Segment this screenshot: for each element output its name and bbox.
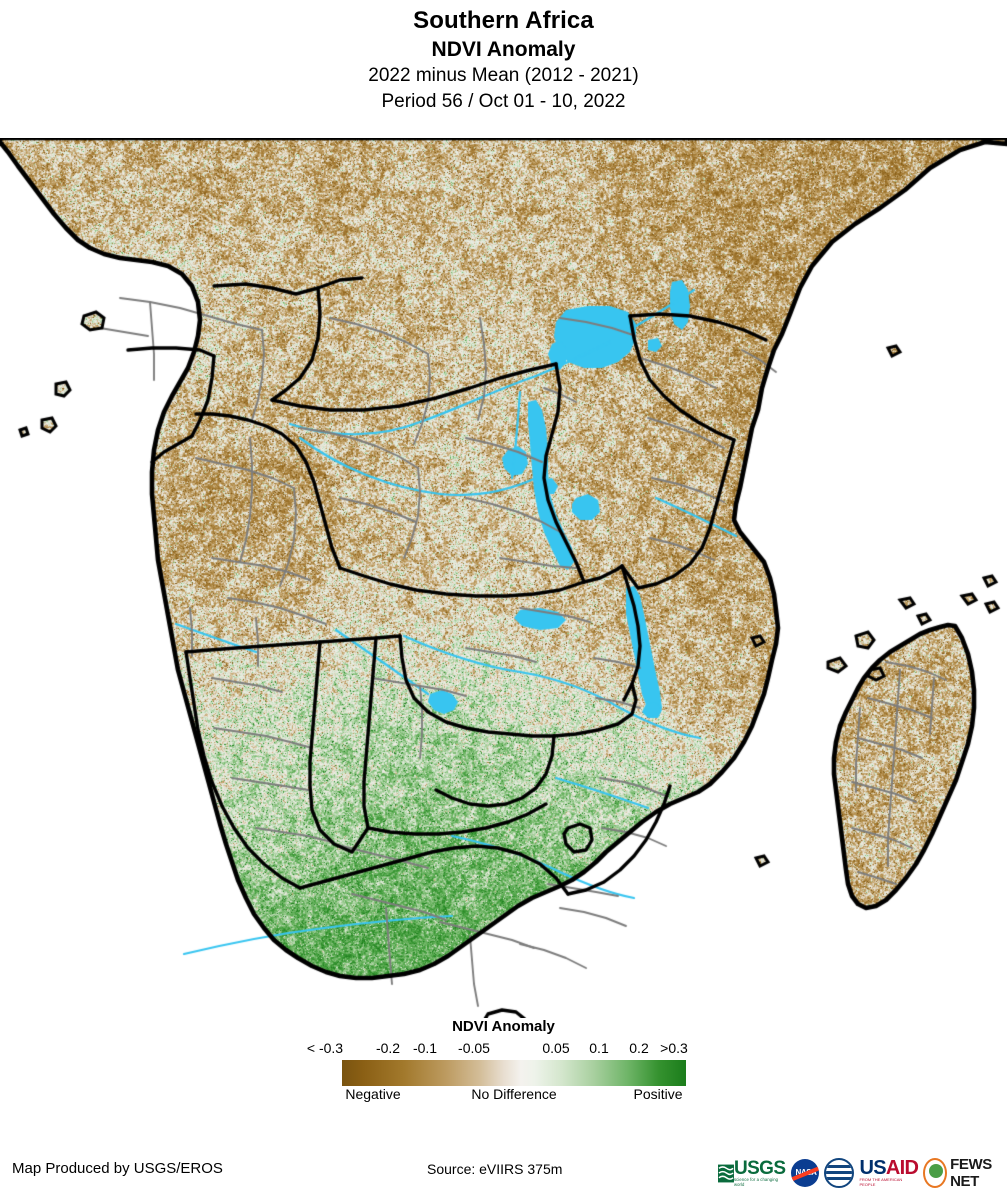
noaa-seal-icon <box>824 1158 855 1188</box>
dekad-period-label: Period 56 / Oct 01 - 10, 2022 <box>381 91 626 112</box>
data-source-credit: Source: eVIIRS 375m <box>427 1161 563 1177</box>
legend-tick-labels: < -0.3 -0.2 -0.1 -0.05 0.05 0.1 0.2 >0.3 <box>0 1040 1007 1058</box>
legend-title: NDVI Anomaly <box>452 1018 555 1035</box>
ndvi-anomaly-map[interactable] <box>0 138 1007 1018</box>
ndvi-anomaly-raster <box>0 138 1007 1018</box>
legend-tick-4: 0.05 <box>542 1040 570 1056</box>
usaid-logo[interactable]: USAID FROM THE AMERICAN PEOPLE <box>859 1158 918 1188</box>
fews-net-logo[interactable]: FEWS NET <box>923 1156 1007 1190</box>
legend-category-2: Positive <box>633 1086 683 1102</box>
nasa-logo[interactable]: NASA <box>791 1158 820 1188</box>
legend-tick-0: < -0.3 <box>306 1040 344 1056</box>
usaid-logo-tagline: FROM THE AMERICAN PEOPLE <box>859 1177 903 1187</box>
comparison-period-label: 2022 minus Mean (2012 - 2021) <box>368 65 639 86</box>
noaa-logo[interactable] <box>824 1158 855 1188</box>
legend-color-ramp <box>342 1060 686 1086</box>
legend-tick-1: -0.2 <box>375 1040 401 1056</box>
page-subtitle: NDVI Anomaly <box>431 38 576 61</box>
page-title: Southern Africa <box>413 7 594 34</box>
legend-tick-5: 0.1 <box>589 1040 609 1056</box>
nasa-meatball-icon: NASA <box>791 1159 820 1187</box>
map-legend: NDVI Anomaly < -0.3 -0.2 -0.1 -0.05 0.05 0.1 0… <box>0 1014 1007 1124</box>
legend-tick-3: -0.05 <box>458 1040 490 1056</box>
usgs-wave-icon <box>718 1164 734 1182</box>
map-title-block: Southern Africa NDVI Anomaly 2022 minus … <box>0 0 1007 115</box>
usgs-logo-tagline: science for a changing world <box>733 1176 779 1187</box>
legend-tick-7: >0.3 <box>660 1040 688 1056</box>
producer-credit: Map Produced by USGS/EROS <box>12 1160 223 1177</box>
usgs-logo[interactable]: USGS science for a changing world <box>718 1158 786 1188</box>
fews-net-logo-text: FEWS NET <box>950 1156 992 1190</box>
usgs-logo-text: USGS <box>733 1157 786 1179</box>
usaid-text-us: US <box>859 1157 886 1179</box>
fews-globe-icon <box>923 1158 948 1188</box>
agency-logo-strip: USGS science for a changing world NASA U… <box>718 1156 1007 1190</box>
usaid-logo-text: USAID <box>859 1157 919 1179</box>
legend-tick-2: -0.1 <box>412 1040 438 1056</box>
legend-category-1: No Difference <box>471 1086 557 1102</box>
map-footer: Map Produced by USGS/EROS Source: eVIIRS… <box>0 1150 1007 1195</box>
legend-category-labels: Negative No Difference Positive <box>0 1086 1007 1104</box>
usaid-text-aid: AID <box>885 1157 919 1179</box>
legend-tick-6: 0.2 <box>629 1040 649 1056</box>
legend-category-0: Negative <box>345 1086 401 1102</box>
